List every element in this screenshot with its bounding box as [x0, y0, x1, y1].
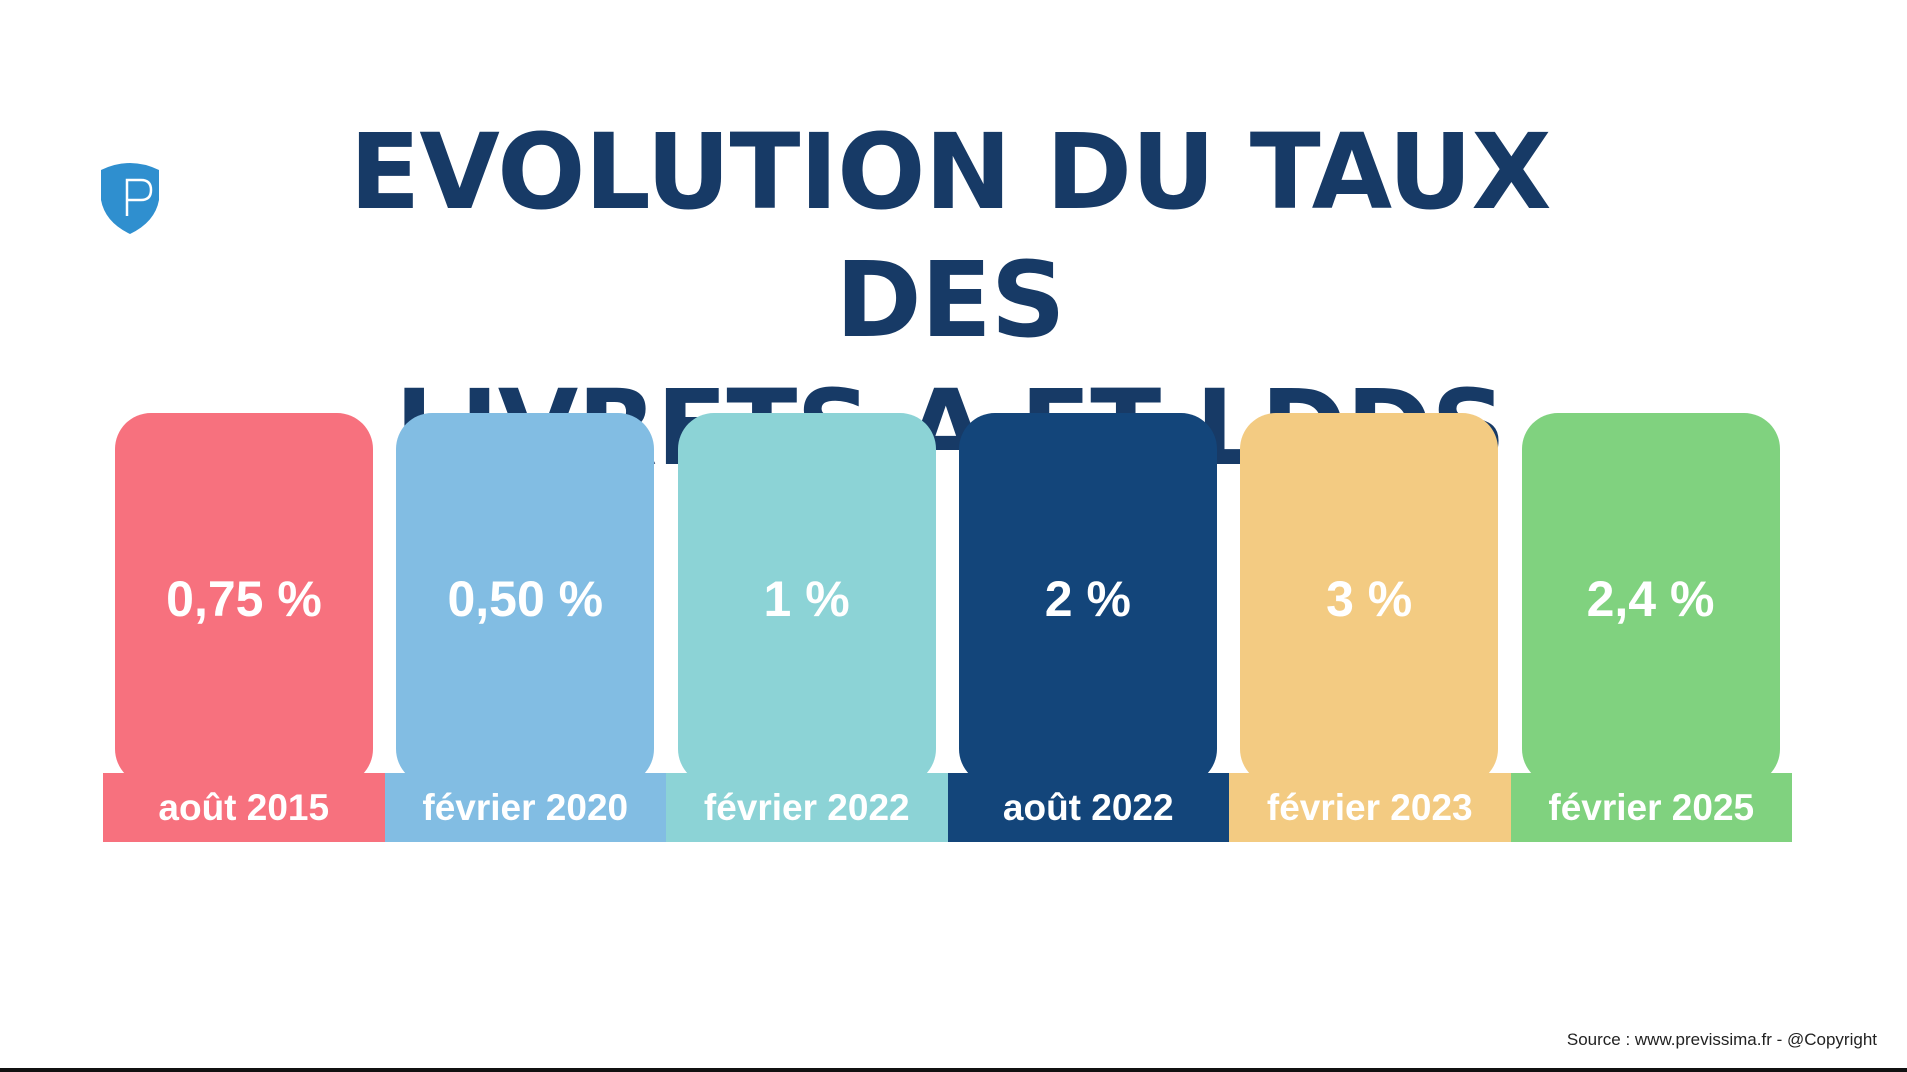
date-label: février 2025	[1510, 773, 1792, 842]
date-label: février 2022	[666, 773, 948, 842]
rate-card: 0,50 %	[396, 413, 655, 785]
date-band: août 2015 février 2020 février 2022 août 20…	[103, 773, 1792, 842]
rate-card: 2 %	[958, 413, 1217, 785]
rate-card: 0,75 %	[115, 413, 373, 785]
date-label: février 2020	[384, 773, 666, 842]
rate-card: 2,4 %	[1521, 413, 1780, 785]
date-label: août 2015	[103, 773, 385, 842]
bottom-border	[0, 1068, 1907, 1072]
shield-logo-icon	[101, 163, 159, 234]
rate-card: 3 %	[1240, 413, 1499, 785]
date-label: février 2023	[1229, 773, 1511, 842]
source-credit: Source : www.previssima.fr - @Copyright	[1566, 1030, 1877, 1049]
date-label: août 2022	[947, 773, 1229, 842]
title-line-1: EVOLUTION DU TAUX DES	[349, 111, 1551, 361]
rate-card: 1 %	[677, 413, 936, 785]
